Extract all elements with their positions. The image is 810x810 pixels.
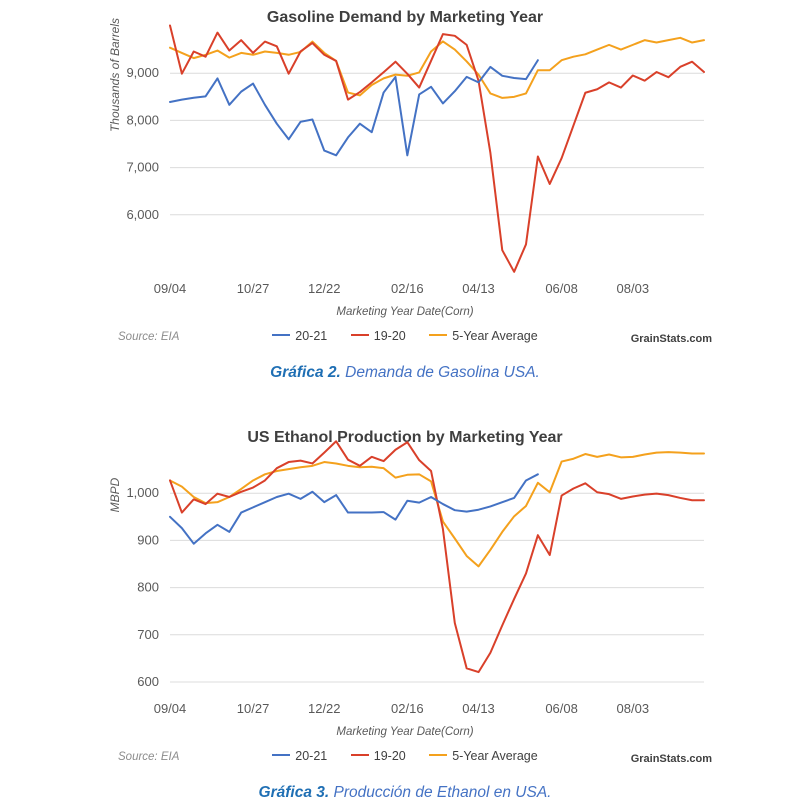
svg-text:1,000: 1,000	[126, 485, 159, 500]
svg-text:6,000: 6,000	[126, 207, 159, 222]
svg-text:900: 900	[137, 532, 159, 547]
svg-text:08/03: 08/03	[617, 281, 650, 296]
svg-text:02/16: 02/16	[391, 701, 424, 716]
svg-text:10/27: 10/27	[237, 281, 270, 296]
svg-text:04/13: 04/13	[462, 701, 495, 716]
svg-text:02/16: 02/16	[391, 281, 424, 296]
svg-text:06/08: 06/08	[545, 281, 578, 296]
svg-text:09/04: 09/04	[154, 281, 187, 296]
svg-text:800: 800	[137, 580, 159, 595]
svg-text:06/08: 06/08	[545, 701, 578, 716]
svg-text:9,000: 9,000	[126, 65, 159, 80]
svg-text:09/04: 09/04	[154, 701, 187, 716]
svg-text:7,000: 7,000	[126, 160, 159, 175]
svg-text:8,000: 8,000	[126, 112, 159, 127]
svg-text:08/03: 08/03	[617, 701, 650, 716]
svg-text:04/13: 04/13	[462, 281, 495, 296]
svg-text:600: 600	[137, 674, 159, 689]
svg-text:700: 700	[137, 627, 159, 642]
svg-text:12/22: 12/22	[308, 701, 341, 716]
svg-text:10/27: 10/27	[237, 701, 270, 716]
svg-text:12/22: 12/22	[308, 281, 341, 296]
